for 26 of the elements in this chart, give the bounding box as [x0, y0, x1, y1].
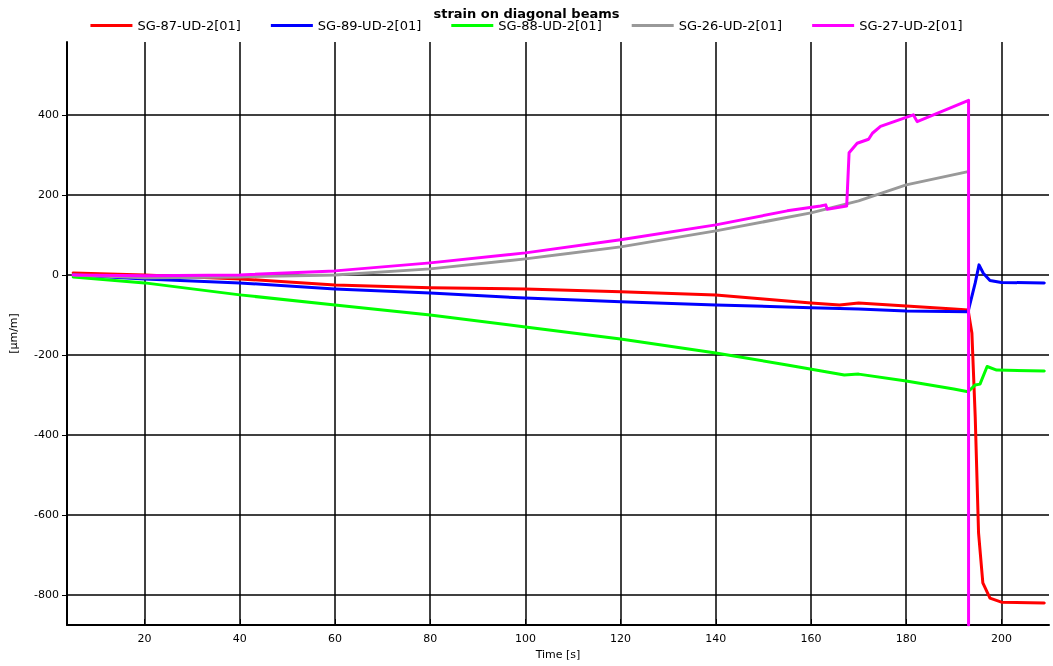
x-tick-label: 80: [423, 632, 438, 645]
x-tick-label: 200: [990, 632, 1012, 645]
line-series: [71, 275, 1046, 394]
x-tick-label: 120: [610, 632, 632, 645]
y-tick-label: -800: [34, 588, 59, 602]
y-tick-label: 0: [52, 268, 59, 282]
line-series: [71, 98, 971, 627]
x-tick-label: 140: [705, 632, 727, 645]
legend-label: SG-26-UD-2[01]: [678, 18, 783, 33]
x-axis-title: Time [s]: [534, 647, 581, 661]
y-tick-label: -200: [34, 348, 59, 362]
y-tick-label: 400: [38, 108, 59, 122]
y-tick-label: 200: [38, 188, 59, 202]
x-tick-label: 60: [327, 632, 342, 645]
chart-title: strain on diagonal beams: [433, 6, 620, 21]
x-tick-label: 180: [895, 632, 917, 645]
x-tick-label: 160: [800, 632, 822, 645]
x-tick-label: 20: [137, 632, 152, 645]
y-axis-title: [µm/m]: [7, 313, 20, 354]
legend-label: SG-87-UD-2[01]: [137, 18, 241, 33]
y-tick-label: -400: [34, 428, 59, 442]
x-tick-label: 40: [232, 632, 247, 645]
legend-label: SG-27-UD-2[01]: [859, 18, 963, 33]
x-tick-label: 100: [514, 632, 536, 645]
legend-label: SG-89-UD-2[01]: [317, 18, 422, 33]
y-tick-label: -600: [34, 508, 59, 522]
